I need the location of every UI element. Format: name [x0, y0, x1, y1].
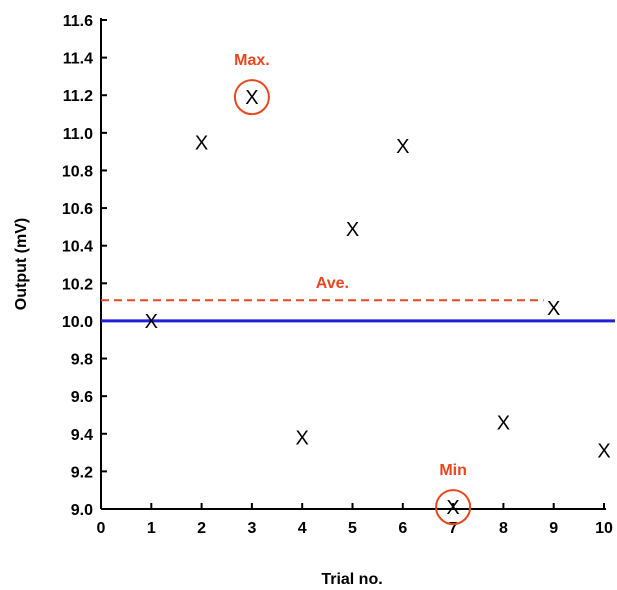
x-tick-label: 5: [348, 520, 357, 537]
x-tick-label: 10: [595, 520, 613, 537]
y-tick-label: 11.6: [63, 13, 93, 30]
data-point: X: [396, 136, 409, 158]
y-tick-label: 9.8: [71, 352, 93, 369]
y-tick-label: 10.0: [62, 314, 93, 331]
max-label: Max.: [234, 52, 270, 69]
data-point: X: [547, 298, 560, 320]
axes: 0 1 2 3 4 5 6 7 8 9 10 9.0 9.2 9.4 9.6 9.8 10.0 10.2 10.4 1…: [62, 13, 613, 537]
y-tick-label: 11.2: [63, 88, 93, 105]
reference-lines: Ave.: [101, 275, 615, 323]
y-tick-label: 10.4: [62, 239, 93, 256]
y-tick-label: 10.2: [62, 276, 93, 293]
y-tick-label: 9.0: [71, 502, 93, 519]
x-axis-title: Trial no.: [321, 571, 382, 588]
x-tick-label: 9: [549, 520, 558, 537]
y-tick-label: 9.6: [71, 389, 93, 406]
data-point: X: [346, 219, 359, 241]
data-points: X X X X X X X X X X: [145, 87, 611, 519]
data-point: X: [497, 412, 510, 434]
x-tick-label: 4: [298, 520, 307, 537]
y-tick-label: 10.6: [62, 201, 93, 218]
y-tick-label: 9.2: [71, 464, 93, 481]
y-tick-label: 11.0: [63, 126, 93, 143]
data-point: X: [195, 132, 208, 154]
average-label: Ave.: [316, 275, 349, 292]
x-tick-label: 0: [97, 520, 106, 537]
data-point: X: [245, 87, 258, 109]
min-label: Min: [439, 462, 467, 479]
y-tick-label: 11.4: [63, 51, 93, 68]
highlight-circle: [435, 489, 472, 526]
data-point: X: [597, 441, 610, 463]
x-tick-label: 6: [398, 520, 407, 537]
x-tick-label: 8: [499, 520, 508, 537]
y-tick-label: 9.4: [71, 427, 93, 444]
y-axis-title: Output (mV): [13, 218, 30, 310]
data-point: X: [446, 497, 459, 519]
y-tick-label: 10.8: [62, 163, 93, 180]
x-tick-label: 3: [247, 520, 256, 537]
data-point: X: [145, 311, 158, 333]
annotations: Max. Min: [233, 52, 472, 526]
x-tick-label: 2: [197, 520, 206, 537]
x-tick-label: 7: [449, 520, 458, 537]
x-tick-label: 1: [147, 520, 156, 537]
highlight-circle: [233, 79, 270, 116]
data-point: X: [296, 428, 309, 450]
